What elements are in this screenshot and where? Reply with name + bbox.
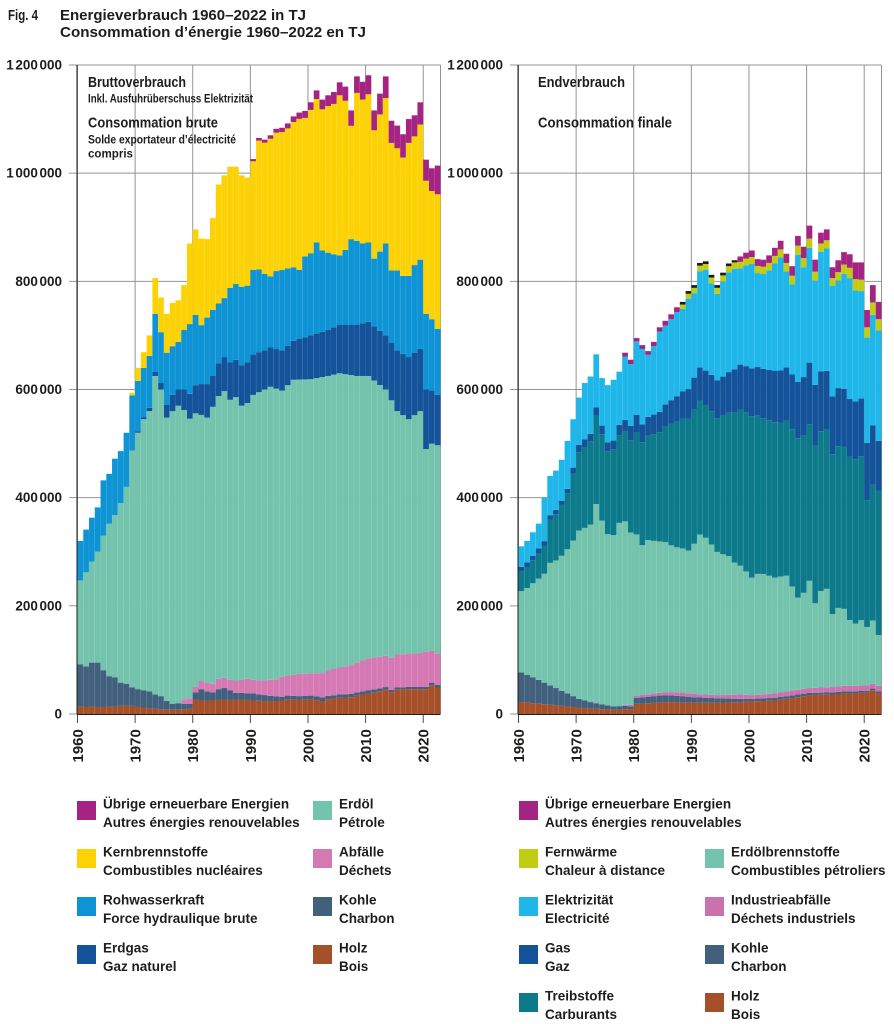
svg-text:Solde exportateur d’électricit: Solde exportateur d’électricité xyxy=(88,135,236,147)
svg-text:Erdölbrennstoffe: Erdölbrennstoffe xyxy=(731,845,840,860)
svg-text:Erdöl: Erdöl xyxy=(339,797,374,812)
svg-text:Holz: Holz xyxy=(731,989,760,1004)
svg-text:1970: 1970 xyxy=(128,729,145,762)
svg-text:2000: 2000 xyxy=(741,729,758,762)
svg-text:1990: 1990 xyxy=(243,729,260,762)
svg-text:Combustibles nucléaires: Combustibles nucléaires xyxy=(103,863,263,878)
svg-text:1990: 1990 xyxy=(684,729,701,762)
svg-text:Rohwasserkraft: Rohwasserkraft xyxy=(103,893,205,908)
svg-text:Déchets: Déchets xyxy=(339,863,392,878)
svg-text:Combustibles pétroliers: Combustibles pétroliers xyxy=(731,863,886,878)
svg-text:Übrige erneuerbare Energien: Übrige erneuerbare Energien xyxy=(103,797,289,812)
svg-text:2020: 2020 xyxy=(857,729,874,762)
svg-text:1960: 1960 xyxy=(70,729,87,762)
svg-text:Kernbrennstoffe: Kernbrennstoffe xyxy=(103,845,208,860)
svg-text:1980: 1980 xyxy=(626,729,643,762)
svg-text:Inkl. Ausfuhrüberschuss Elektr: Inkl. Ausfuhrüberschuss Elektrizität xyxy=(88,94,253,106)
svg-text:Fig. 4: Fig. 4 xyxy=(8,7,39,24)
svg-text:Gaz naturel: Gaz naturel xyxy=(103,959,177,974)
svg-text:2000: 2000 xyxy=(300,729,317,762)
svg-text:Bruttoverbrauch: Bruttoverbrauch xyxy=(88,74,186,91)
svg-text:Treibstoffe: Treibstoffe xyxy=(545,989,615,1004)
svg-text:0: 0 xyxy=(54,707,62,722)
svg-text:Electricité: Electricité xyxy=(545,911,610,926)
svg-text:compris: compris xyxy=(88,149,133,161)
svg-text:Force hydraulique brute: Force hydraulique brute xyxy=(103,911,258,926)
svg-text:Carburants: Carburants xyxy=(545,1007,617,1022)
svg-text:Consommation finale: Consommation finale xyxy=(538,115,672,132)
svg-text:Chaleur à distance: Chaleur à distance xyxy=(545,863,666,878)
svg-text:Bois: Bois xyxy=(339,959,368,974)
svg-text:1980: 1980 xyxy=(185,729,202,762)
svg-text:Consommation brute: Consommation brute xyxy=(88,115,218,132)
svg-text:Fernwärme: Fernwärme xyxy=(545,845,618,860)
svg-text:1960: 1960 xyxy=(511,729,528,762)
svg-text:Autres énergies renouvelables: Autres énergies renouvelables xyxy=(545,815,742,830)
svg-text:Déchets industriels: Déchets industriels xyxy=(731,911,856,926)
svg-text:Elektrizität: Elektrizität xyxy=(545,893,614,908)
svg-text:Holz: Holz xyxy=(339,941,368,956)
svg-text:Gaz: Gaz xyxy=(545,959,570,974)
svg-text:Energieverbrauch 1960–2022 in: Energieverbrauch 1960–2022 in TJ xyxy=(60,7,306,24)
svg-text:Bois: Bois xyxy=(731,1007,760,1022)
svg-text:2010: 2010 xyxy=(799,729,816,762)
svg-text:Gas: Gas xyxy=(545,941,571,956)
svg-text:Autres énergies renouvelables: Autres énergies renouvelables xyxy=(103,815,300,830)
svg-text:2010: 2010 xyxy=(358,729,375,762)
svg-text:0: 0 xyxy=(495,707,503,722)
svg-text:Kohle: Kohle xyxy=(731,941,769,956)
svg-text:Kohle: Kohle xyxy=(339,893,377,908)
svg-text:2020: 2020 xyxy=(416,729,433,762)
svg-text:Endverbrauch: Endverbrauch xyxy=(538,74,625,91)
svg-text:Charbon: Charbon xyxy=(339,911,395,926)
svg-text:Übrige erneuerbare Energien: Übrige erneuerbare Energien xyxy=(545,797,731,812)
svg-text:Pétrole: Pétrole xyxy=(339,815,385,830)
svg-text:Abfälle: Abfälle xyxy=(339,845,385,860)
svg-text:Industrieabfälle: Industrieabfälle xyxy=(731,893,831,908)
svg-text:Erdgas: Erdgas xyxy=(103,941,149,956)
svg-text:1970: 1970 xyxy=(569,729,586,762)
svg-text:Charbon: Charbon xyxy=(731,959,787,974)
svg-text:Consommation d’énergie 1960–20: Consommation d’énergie 1960–2022 en TJ xyxy=(60,24,366,41)
